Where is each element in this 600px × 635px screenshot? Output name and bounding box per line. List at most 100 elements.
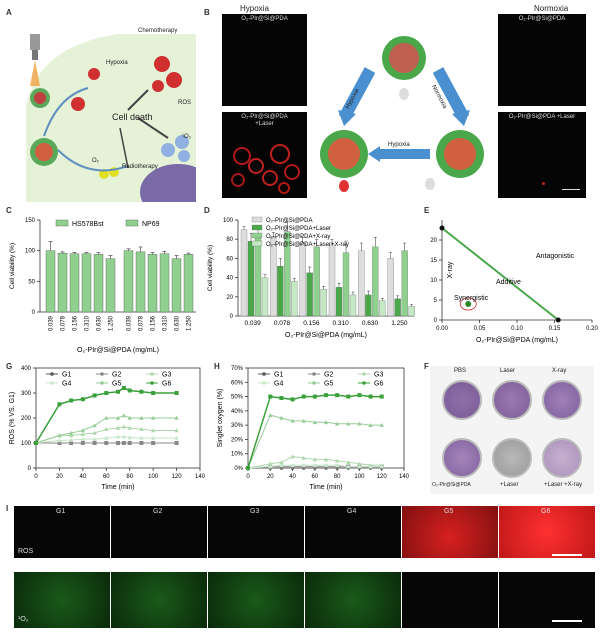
bar — [45, 250, 56, 313]
bar — [320, 288, 327, 317]
legend-label: G3 — [374, 372, 383, 379]
y-tick-label: 300 — [21, 391, 32, 397]
data-point — [312, 462, 318, 467]
y-tick-label: 50% — [231, 395, 244, 401]
legend-label: O₂-PIr@Si@PDA+Laser — [266, 226, 331, 232]
bulb-icon — [399, 88, 409, 100]
y-tick-label: 70% — [231, 366, 244, 372]
x-tick-label: 1.250 — [391, 320, 408, 327]
micrograph-normoxia-1: O₂-PIr@Si@PDA — [498, 14, 586, 106]
y-tick-label: 0 — [28, 466, 32, 472]
bar — [313, 246, 320, 317]
data-point — [268, 412, 273, 417]
legend-label: G2 — [112, 372, 121, 379]
data-point — [69, 441, 74, 445]
legend-marker — [100, 381, 104, 385]
x-tick-label: 0.630 — [362, 320, 379, 327]
data-point — [346, 460, 351, 465]
chart-h: 0% 10% 20% 30% 40% 50% 60% 70% 0 20 40 60 80 100 120 14… — [217, 366, 410, 491]
data-point — [127, 435, 132, 440]
data-point — [92, 393, 97, 398]
ros-image-g1: G1 — [14, 506, 110, 558]
combination-point — [465, 301, 472, 307]
petri-label-2: Laser — [500, 368, 516, 374]
y-tick-label: 5 — [434, 298, 438, 304]
data-point — [115, 434, 121, 439]
data-point — [150, 415, 156, 420]
bar — [335, 287, 343, 317]
panel-label-c: C — [6, 206, 12, 215]
bar — [247, 240, 255, 317]
data-point — [68, 430, 74, 435]
legend-label: G6 — [374, 381, 383, 388]
x-axis-label: O₂-PIr@Si@PDA (mg/mL) — [476, 337, 558, 344]
bar — [57, 252, 68, 313]
series-line — [35, 387, 177, 444]
bar — [240, 229, 248, 317]
x-tick-label: 0.05 — [474, 326, 486, 332]
panel-a-svg — [26, 34, 216, 220]
bar — [69, 253, 80, 313]
petri-label-3: X-ray — [552, 368, 567, 374]
petri-dish-2 — [492, 380, 532, 420]
scale-bar — [552, 620, 582, 622]
x-tick-label: 40 — [80, 474, 87, 480]
x-tick-label: 1.250 — [109, 315, 115, 331]
series-line — [35, 436, 177, 444]
data-point — [92, 423, 97, 428]
data-point — [346, 421, 351, 426]
arrow-hypoxia — [43, 87, 89, 137]
row-label-o2: ¹O₂ — [18, 616, 29, 623]
x-tick-label: 0.10 — [511, 326, 523, 332]
bar — [387, 258, 394, 317]
series-line — [247, 394, 382, 469]
y-tick-label: 0 — [230, 314, 234, 320]
bar — [342, 252, 350, 317]
scale-bar — [562, 189, 580, 190]
x-tick-label: 60 — [103, 474, 110, 480]
legend-label: O₂-PIr@Si@PDA+X-ray — [266, 234, 330, 240]
x-tick-label: 120 — [377, 474, 388, 480]
y-tick-label: 100 — [25, 249, 36, 255]
bar — [358, 250, 365, 317]
panel-b-center — [310, 14, 496, 200]
x-tick-label: 0.310 — [85, 315, 91, 331]
y-tick-label: 80 — [226, 237, 233, 243]
y-axis-label: X-ray — [447, 261, 454, 278]
bar — [183, 254, 194, 313]
y-tick-label: 100 — [21, 441, 32, 447]
data-point — [279, 396, 284, 400]
data-point — [279, 460, 284, 465]
data-point — [290, 454, 295, 459]
legend-label: G5 — [112, 381, 121, 388]
data-point — [301, 418, 306, 423]
row-label-ros: ROS — [18, 548, 34, 555]
data-point — [104, 441, 109, 445]
data-point — [121, 424, 127, 429]
x-tick-label: 0 — [246, 474, 250, 480]
legend-marker — [312, 372, 316, 376]
bar — [93, 254, 104, 313]
data-point — [150, 428, 156, 433]
arrow-label-bottom: Hypoxia — [388, 142, 410, 148]
petri-label-6: +Laser +X-ray — [544, 482, 583, 488]
data-point — [335, 393, 340, 398]
data-point — [334, 458, 340, 463]
additive-line — [441, 227, 559, 321]
legend-label: G5 — [324, 381, 333, 388]
data-point — [279, 415, 284, 420]
data-point — [104, 427, 109, 432]
x-tick-label: 0.156 — [303, 320, 320, 327]
data-point — [324, 393, 328, 398]
y-tick-label: 10% — [231, 452, 244, 458]
x-tick-label: 40 — [289, 474, 296, 480]
data-point — [312, 394, 317, 399]
legend-label: G4 — [62, 381, 71, 388]
data-point — [357, 461, 362, 466]
micrograph-normoxia-2: O₂-PIr@Si@PDA +Laser — [498, 112, 586, 198]
data-point — [57, 402, 62, 407]
x-tick-label: 20 — [56, 474, 63, 480]
y-tick-label: 60% — [231, 380, 244, 386]
y-tick-label: 0 — [434, 318, 438, 324]
data-point — [116, 441, 120, 445]
